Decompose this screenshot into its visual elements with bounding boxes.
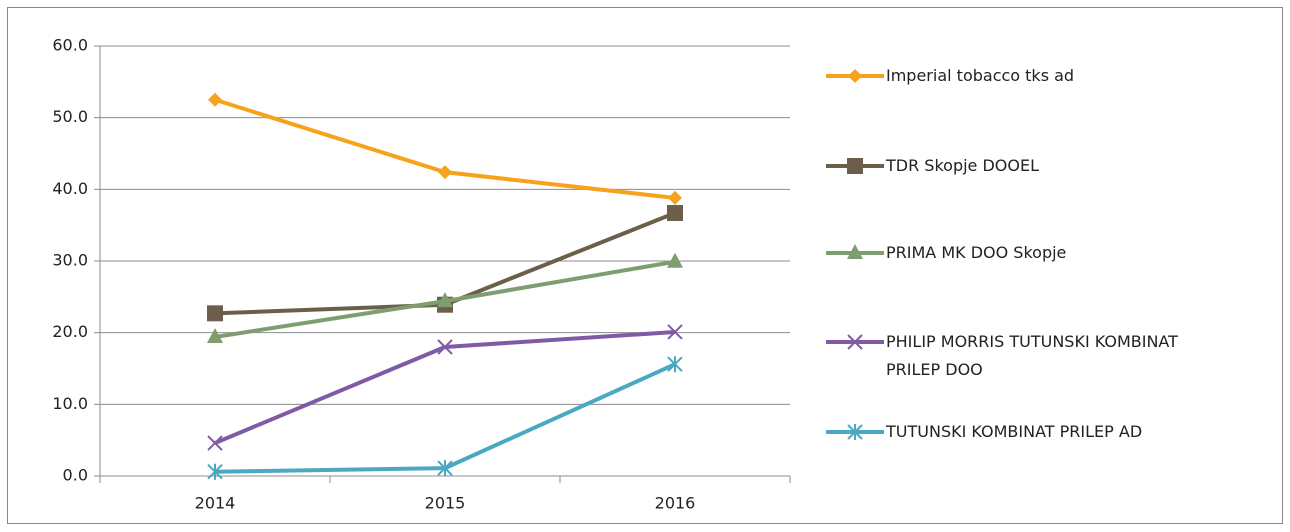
marker (207, 305, 223, 322)
marker (847, 158, 863, 174)
legend-label: TUTUNSKI KOMBINAT PRILEP AD (886, 422, 1143, 441)
legend-label: PHILIP MORRIS TUTUNSKI KOMBINAT PRILEP D… (886, 332, 1178, 379)
y-tick-label: 50.0 (52, 107, 88, 126)
marker (207, 327, 223, 343)
marker (667, 252, 683, 268)
marker (437, 292, 453, 308)
marker (667, 356, 683, 373)
marker (847, 424, 863, 440)
marker (438, 165, 452, 180)
x-tick-label: 2014 (195, 494, 236, 513)
legend-label: Imperial tobacco tks ad (886, 66, 1075, 85)
marker (667, 324, 683, 340)
y-tick-label: 0.0 (63, 466, 88, 485)
y-tick-label: 10.0 (52, 394, 88, 413)
y-tick-label: 30.0 (52, 251, 88, 270)
x-tick-label: 2015 (425, 494, 466, 513)
legend-label: PRIMA MK DOO Skopje (886, 243, 1067, 262)
marker (847, 334, 863, 350)
marker (207, 435, 223, 451)
legend-label: TDR Skopje DOOEL (886, 156, 1039, 175)
marker (667, 204, 683, 221)
marker (437, 460, 453, 477)
marker (847, 244, 863, 259)
marker (848, 69, 862, 83)
marker (437, 339, 453, 355)
x-tick-label: 2016 (655, 494, 696, 513)
marker (207, 463, 223, 480)
marker (208, 92, 222, 107)
y-tick-label: 60.0 (52, 36, 88, 55)
y-tick-label: 40.0 (52, 179, 88, 198)
y-tick-label: 20.0 (52, 322, 88, 341)
marker (668, 190, 682, 205)
